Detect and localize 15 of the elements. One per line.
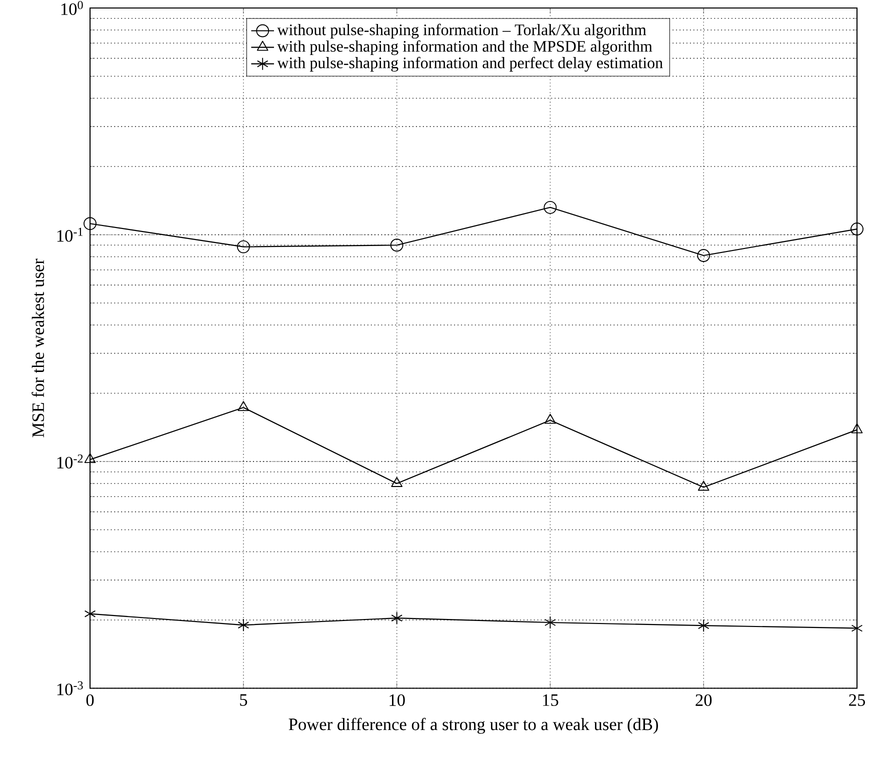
x-tick-label: 20 <box>696 694 712 706</box>
x-tick-label: 25 <box>849 694 865 706</box>
legend-label: with pulse-shaping information and perfect delay estimation <box>277 56 663 72</box>
y-tick-label: 10$^{-3}$ <box>57 681 83 696</box>
x-axis-title: Power difference of a strong user to a weak user (dB) <box>288 718 658 734</box>
x-tick-label: 0 <box>86 694 94 706</box>
legend-label: without pulse-shaping information – Torlak/Xu algorithm <box>277 24 646 38</box>
x-tick-label: 10 <box>390 694 405 706</box>
y-tick-label: 10$^{-1}$ <box>57 228 83 242</box>
y-axis-title: MSE for the weakest user <box>32 258 44 438</box>
legend-label: with pulse-shaping information and the MPSDE algorithm <box>277 40 652 55</box>
x-tick-label: 15 <box>543 694 558 706</box>
y-tick-label: 10$^{-2}$ <box>57 454 83 468</box>
y-tick-label: 10$^{0}$ <box>61 0 83 15</box>
x-tick-label: 5 <box>240 694 248 706</box>
